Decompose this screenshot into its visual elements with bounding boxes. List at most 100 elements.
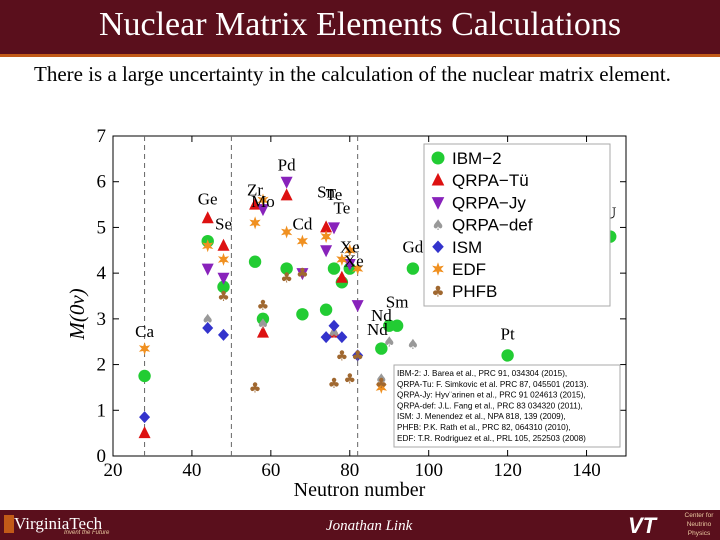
x-tick-label: 80 bbox=[340, 460, 359, 481]
point-phfb: ♣ bbox=[343, 371, 356, 387]
point-edf bbox=[344, 243, 356, 257]
slide-subtitle: There is a large uncertainty in the calc… bbox=[34, 62, 671, 86]
legend-marker: ♠ bbox=[431, 217, 444, 234]
element-label: Cd bbox=[292, 215, 312, 234]
point-ibm-2 bbox=[501, 349, 514, 362]
point-phfb: ♣ bbox=[280, 271, 293, 287]
point-ism bbox=[328, 319, 340, 332]
logo-tagline: Invent the Future bbox=[64, 530, 110, 536]
plot-frame bbox=[112, 135, 627, 457]
element-label: Te bbox=[326, 185, 343, 204]
reference-line: QRPA-Jy: Hyv¨arinen et al., PRC 91 02461… bbox=[397, 391, 586, 400]
reference-line: QRPA-def: J.L. Fang et al., PRC 83 03432… bbox=[397, 401, 583, 410]
legend-label: QRPA−Jy bbox=[452, 193, 526, 212]
x-axis-label: Neutron number bbox=[294, 479, 426, 501]
point-edf bbox=[336, 252, 348, 266]
point-edf bbox=[375, 380, 387, 394]
vt-shield-icon bbox=[4, 515, 14, 533]
y-tick-label: 5 bbox=[97, 217, 107, 238]
point-qrpa-jy bbox=[217, 272, 230, 285]
element-label: Ca bbox=[135, 322, 154, 341]
x-tick-label: 40 bbox=[182, 460, 201, 481]
element-label: Pt bbox=[501, 324, 515, 343]
element-label: Zr bbox=[247, 180, 263, 199]
legend-marker bbox=[431, 197, 445, 210]
point-qrpa-def: ♠ bbox=[375, 371, 388, 387]
y-tick-label: 7 bbox=[97, 126, 107, 147]
element-label: Xe bbox=[344, 251, 364, 270]
legend-label: ISM bbox=[452, 238, 482, 257]
legend-label: PHFB bbox=[452, 282, 497, 301]
point-qrpa-t bbox=[320, 220, 333, 233]
element-label: Ge bbox=[198, 190, 218, 209]
point-qrpa-t bbox=[138, 426, 151, 439]
point-edf bbox=[257, 193, 269, 207]
x-tick-label: 120 bbox=[493, 460, 521, 481]
legend-box bbox=[423, 143, 611, 307]
reference-line: ISM: J. Menendez et al., NPA 818, 139 (2… bbox=[397, 412, 566, 421]
point-ism bbox=[352, 349, 364, 362]
y-axis-label: M(0ν) bbox=[65, 288, 89, 340]
point-phfb: ♣ bbox=[217, 289, 230, 305]
legend-marker bbox=[432, 262, 444, 276]
point-edf bbox=[352, 262, 364, 276]
virginia-tech-logo: VirginiaTech bbox=[14, 514, 103, 533]
point-phfb: ♣ bbox=[249, 380, 262, 396]
point-phfb: ♣ bbox=[351, 348, 364, 364]
presenter-name: Jonathan Link bbox=[326, 518, 413, 534]
reference-line: EDF: T.R. Rodriguez et al., PRL 105, 252… bbox=[397, 434, 586, 443]
y-tick-label: 1 bbox=[97, 400, 107, 421]
point-qrpa-t bbox=[217, 238, 230, 251]
element-label: Nd bbox=[367, 320, 388, 339]
point-qrpa-jy bbox=[351, 300, 364, 313]
legend-marker: ♣ bbox=[431, 283, 444, 300]
point-qrpa-jy bbox=[320, 245, 333, 258]
point-ibm-2 bbox=[280, 262, 293, 275]
legend-marker bbox=[432, 240, 444, 254]
point-qrpa-def: ♠ bbox=[201, 312, 214, 328]
point-phfb: ♣ bbox=[375, 376, 388, 392]
vt-mark-icon: VT bbox=[628, 513, 657, 538]
point-ism bbox=[336, 331, 348, 344]
point-edf bbox=[296, 234, 308, 248]
point-ibm-2 bbox=[327, 262, 341, 275]
point-qrpa-t bbox=[335, 270, 348, 283]
element-label: Nd bbox=[371, 306, 392, 325]
element-label: Gd bbox=[403, 238, 424, 257]
point-ism bbox=[202, 322, 214, 334]
element-label: Te bbox=[334, 199, 351, 218]
nme-scatter-chart: 20 40 60 80 100 120 140 0 1 2 3 4 5 6 7 Neutron number M… bbox=[65, 126, 627, 501]
point-ibm-2 bbox=[406, 262, 420, 275]
point-ibm-2 bbox=[138, 369, 151, 383]
point-qrpa-jy bbox=[256, 204, 269, 217]
reference-line: IBM-2: J. Barea et al., PRC 91, 034304 (… bbox=[397, 369, 567, 378]
point-edf bbox=[217, 252, 230, 266]
legend-marker bbox=[431, 151, 445, 165]
point-phfb: ♣ bbox=[257, 298, 270, 314]
point-ibm-2 bbox=[248, 255, 262, 268]
point-phfb: ♣ bbox=[336, 348, 349, 364]
point-ism bbox=[217, 328, 229, 341]
legend-label: QRPA−Tü bbox=[452, 171, 529, 190]
point-ism bbox=[139, 411, 151, 424]
x-tick-label: 140 bbox=[572, 460, 601, 481]
x-tick-label: 60 bbox=[261, 460, 280, 481]
element-label: Se bbox=[215, 215, 232, 234]
point-qrpa-jy bbox=[201, 263, 214, 276]
y-tick-label: 4 bbox=[97, 263, 107, 284]
y-tick-label: 0 bbox=[97, 446, 107, 467]
y-tick-label: 6 bbox=[97, 172, 107, 193]
point-phfb: ♣ bbox=[328, 376, 341, 392]
y-tick-label: 2 bbox=[97, 355, 107, 376]
point-ibm-2 bbox=[296, 308, 309, 321]
element-label: Xe bbox=[340, 238, 360, 257]
point-qrpa-t bbox=[280, 188, 293, 201]
reference-line: QRPA-Tu: F. Simkovic et al. PRC 87, 0455… bbox=[397, 380, 589, 389]
x-tick-label: 20 bbox=[104, 460, 123, 481]
point-ibm-2 bbox=[319, 303, 333, 316]
legend-marker bbox=[431, 172, 445, 186]
point-ibm-2 bbox=[256, 312, 270, 326]
legend-label: EDF bbox=[452, 260, 486, 279]
point-edf bbox=[249, 216, 261, 230]
slide-title: Nuclear Matrix Elements Calculations bbox=[98, 6, 622, 43]
